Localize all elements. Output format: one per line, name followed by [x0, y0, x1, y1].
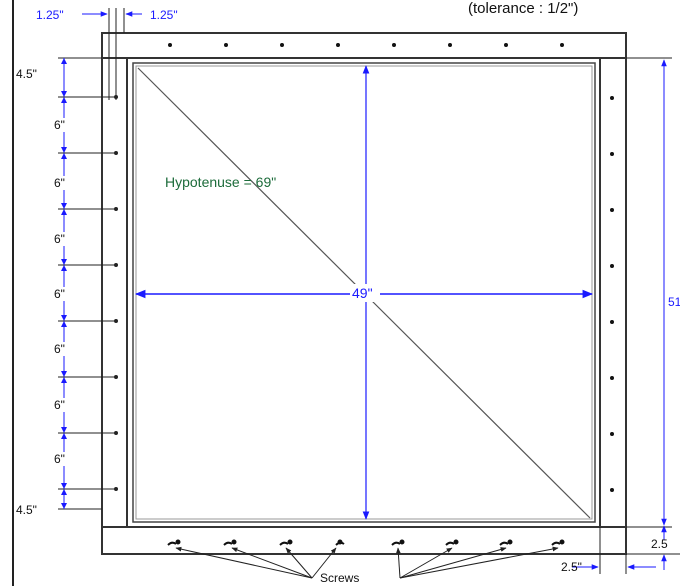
- spacing-label-bg: [50, 398, 74, 412]
- width-label-bg: [350, 284, 380, 302]
- top-screws: [168, 43, 564, 47]
- outer-frame: [101, 32, 627, 555]
- bottom-right-label: 2.5": [561, 560, 582, 574]
- height-label: 51: [668, 295, 680, 309]
- left-spacing-label-1: 6": [54, 118, 65, 132]
- top-edge-dimension: [82, 8, 142, 100]
- spacing-label-bg: [50, 342, 74, 356]
- right-height-dimension: [626, 57, 672, 528]
- left-spacing-label-6: 6": [54, 398, 65, 412]
- left-spacing-label-3: 6": [54, 232, 65, 246]
- spacing-label-bg: [50, 287, 74, 301]
- right-bottom-dimension: [626, 525, 680, 570]
- right-screws: [610, 96, 614, 492]
- left-spacing-label-7: 6": [54, 452, 65, 466]
- left-spacing-label-4: 6": [54, 287, 65, 301]
- hypotenuse-label: Hypotenuse = 69": [165, 174, 276, 190]
- left-top-label: 4.5": [16, 67, 37, 81]
- bottom-screws: [167, 539, 565, 546]
- spacing-label-bg: [50, 232, 74, 246]
- screws-leaders: [175, 546, 559, 579]
- top-right-label: 1.25": [150, 8, 178, 22]
- left-screws: [114, 95, 118, 491]
- width-label: 49": [352, 285, 373, 301]
- spacing-label-bg: [50, 176, 74, 190]
- spacing-label-bg: [50, 452, 74, 466]
- left-spacing-label-5: 6": [54, 342, 65, 356]
- left-spacing-label-2: 6": [54, 176, 65, 190]
- bottom-right-dimension: [572, 527, 656, 574]
- left-bottom-label: 4.5": [16, 503, 37, 517]
- top-left-label: 1.25": [36, 8, 64, 22]
- spacing-label-bg: [50, 118, 74, 132]
- right-bottom-label: 2.5: [651, 537, 668, 551]
- tolerance-note: (tolerance : 1/2"): [468, 0, 578, 17]
- screws-label: Screws: [320, 571, 359, 585]
- left-chain-arrows: [61, 58, 67, 509]
